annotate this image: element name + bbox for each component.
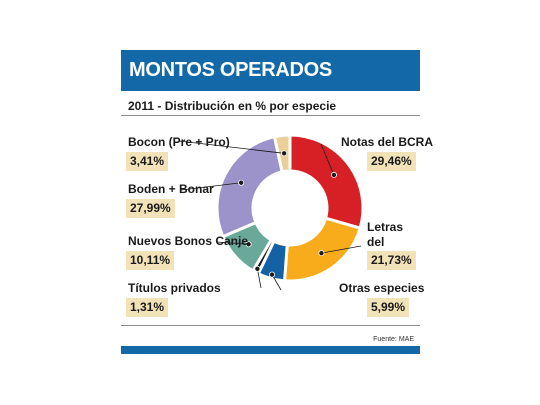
- leader-line-titulos-privados: [256, 268, 262, 289]
- marker-notas-del-bcra: [330, 171, 337, 178]
- marker-otras-especies: [269, 271, 276, 278]
- bottom-divider: [121, 325, 420, 326]
- leader-line-boden-bonar: [180, 182, 242, 191]
- header-bar: MONTOS OPERADOS: [121, 50, 420, 91]
- value-letras-bcra: 21,73%: [367, 251, 416, 270]
- chart-panel: MONTOS OPERADOS 2011 - Distribución en %…: [121, 50, 433, 354]
- slice-boden-bonar: [215, 134, 284, 239]
- slice-letras-del-bcra: [282, 216, 363, 283]
- leader-line-letras-del-bcra: [321, 245, 362, 254]
- value-otras-especies: 5,99%: [367, 298, 410, 317]
- chart-subtitle: 2011 - Distribución en % por especie: [128, 99, 337, 113]
- leader-line-notas-del-bcra: [320, 143, 335, 176]
- value-nuevos-bonos-canje: 10,11%: [126, 251, 175, 270]
- value-bocon: 3,41%: [126, 152, 169, 171]
- label-notas-bcra: Notas del BCRA: [341, 135, 434, 149]
- value-notas-bcra: 29,46%: [367, 152, 416, 171]
- marker-boden-bonar: [238, 179, 245, 186]
- value-boden-bonar: 27,99%: [126, 199, 175, 218]
- donut-chart: [178, 133, 365, 291]
- label-titulos-privados: Títulos privados: [128, 281, 221, 295]
- label-bocon: Bocon (Pre + Pro): [128, 135, 230, 149]
- label-nuevos-bonos-canje: Nuevos Bonos Canje: [128, 234, 249, 248]
- subtitle-divider: [121, 115, 420, 116]
- slice-notas-del-bcra: [288, 133, 365, 231]
- leader-line-bocon-pre-pro: [178, 140, 285, 154]
- leader-line-nuevos-bonos-canje: [216, 241, 249, 245]
- chart-title: MONTOS OPERADOS: [129, 59, 332, 81]
- footer-bar: [121, 346, 420, 354]
- marker-bocon-pre-pro: [281, 150, 288, 157]
- marker-letras-del-bcra: [318, 250, 325, 257]
- marker-titulos-privados: [254, 265, 261, 272]
- value-titulos-privados: 1,31%: [126, 298, 169, 317]
- label-otras-especies: Otras especies: [339, 281, 425, 295]
- marker-nuevos-bonos-canje: [245, 241, 252, 248]
- label-boden-bonar: Boden + Bonar: [128, 182, 214, 196]
- source-note: Fuente: MAE: [373, 336, 414, 343]
